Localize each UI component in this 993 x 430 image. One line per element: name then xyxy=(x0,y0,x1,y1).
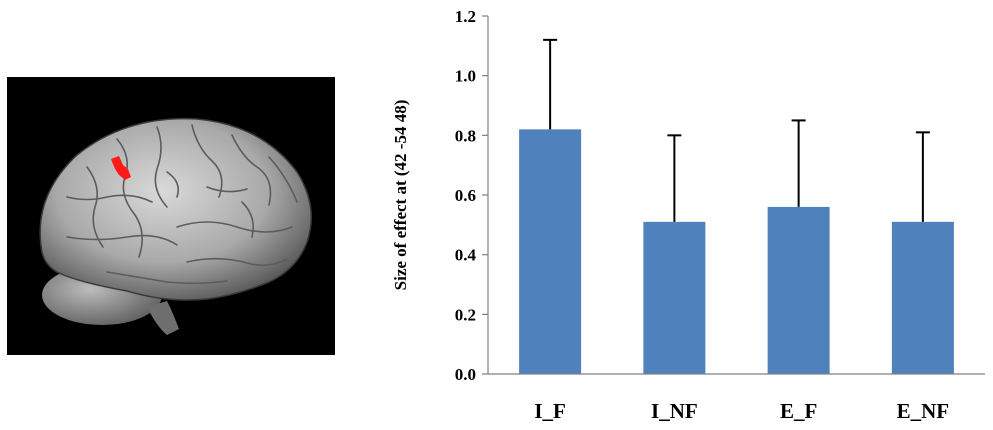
y-tick-label: 0.6 xyxy=(455,186,476,205)
y-tick-label: 0.8 xyxy=(455,126,476,145)
error-bars-group xyxy=(543,38,930,222)
y-tick-label: 0.0 xyxy=(455,365,476,384)
bar-i-nf xyxy=(643,221,706,374)
x-category-label: I_NF xyxy=(651,399,698,423)
y-tick-label: 0.4 xyxy=(455,246,477,265)
bar-i-f xyxy=(519,129,582,374)
brain-icon xyxy=(39,117,312,335)
bar-e-nf xyxy=(891,221,954,374)
y-axis-ticks: 0.0 0.2 0.4 0.6 0.8 1.0 1.2 xyxy=(455,7,488,384)
x-category-label: E_NF xyxy=(897,399,950,423)
bar-e-f xyxy=(767,206,830,374)
activation-cluster xyxy=(111,156,131,180)
x-category-label: E_F xyxy=(780,399,817,423)
y-tick-label: 1.2 xyxy=(455,7,476,26)
x-axis-labels: I_F I_NF E_F E_NF xyxy=(534,399,949,423)
x-category-label: I_F xyxy=(534,399,566,423)
y-axis-title: Size of effect at (42 -54 48) xyxy=(391,100,410,291)
bars-group xyxy=(519,129,954,374)
y-tick-label: 0.2 xyxy=(455,305,476,324)
bar-chart: 0.0 0.2 0.4 0.6 0.8 1.0 1.2 I_F I_NF E_F E_NF Siz… xyxy=(391,7,985,423)
brain-image-panel xyxy=(7,77,335,355)
y-tick-label: 1.0 xyxy=(455,67,476,86)
